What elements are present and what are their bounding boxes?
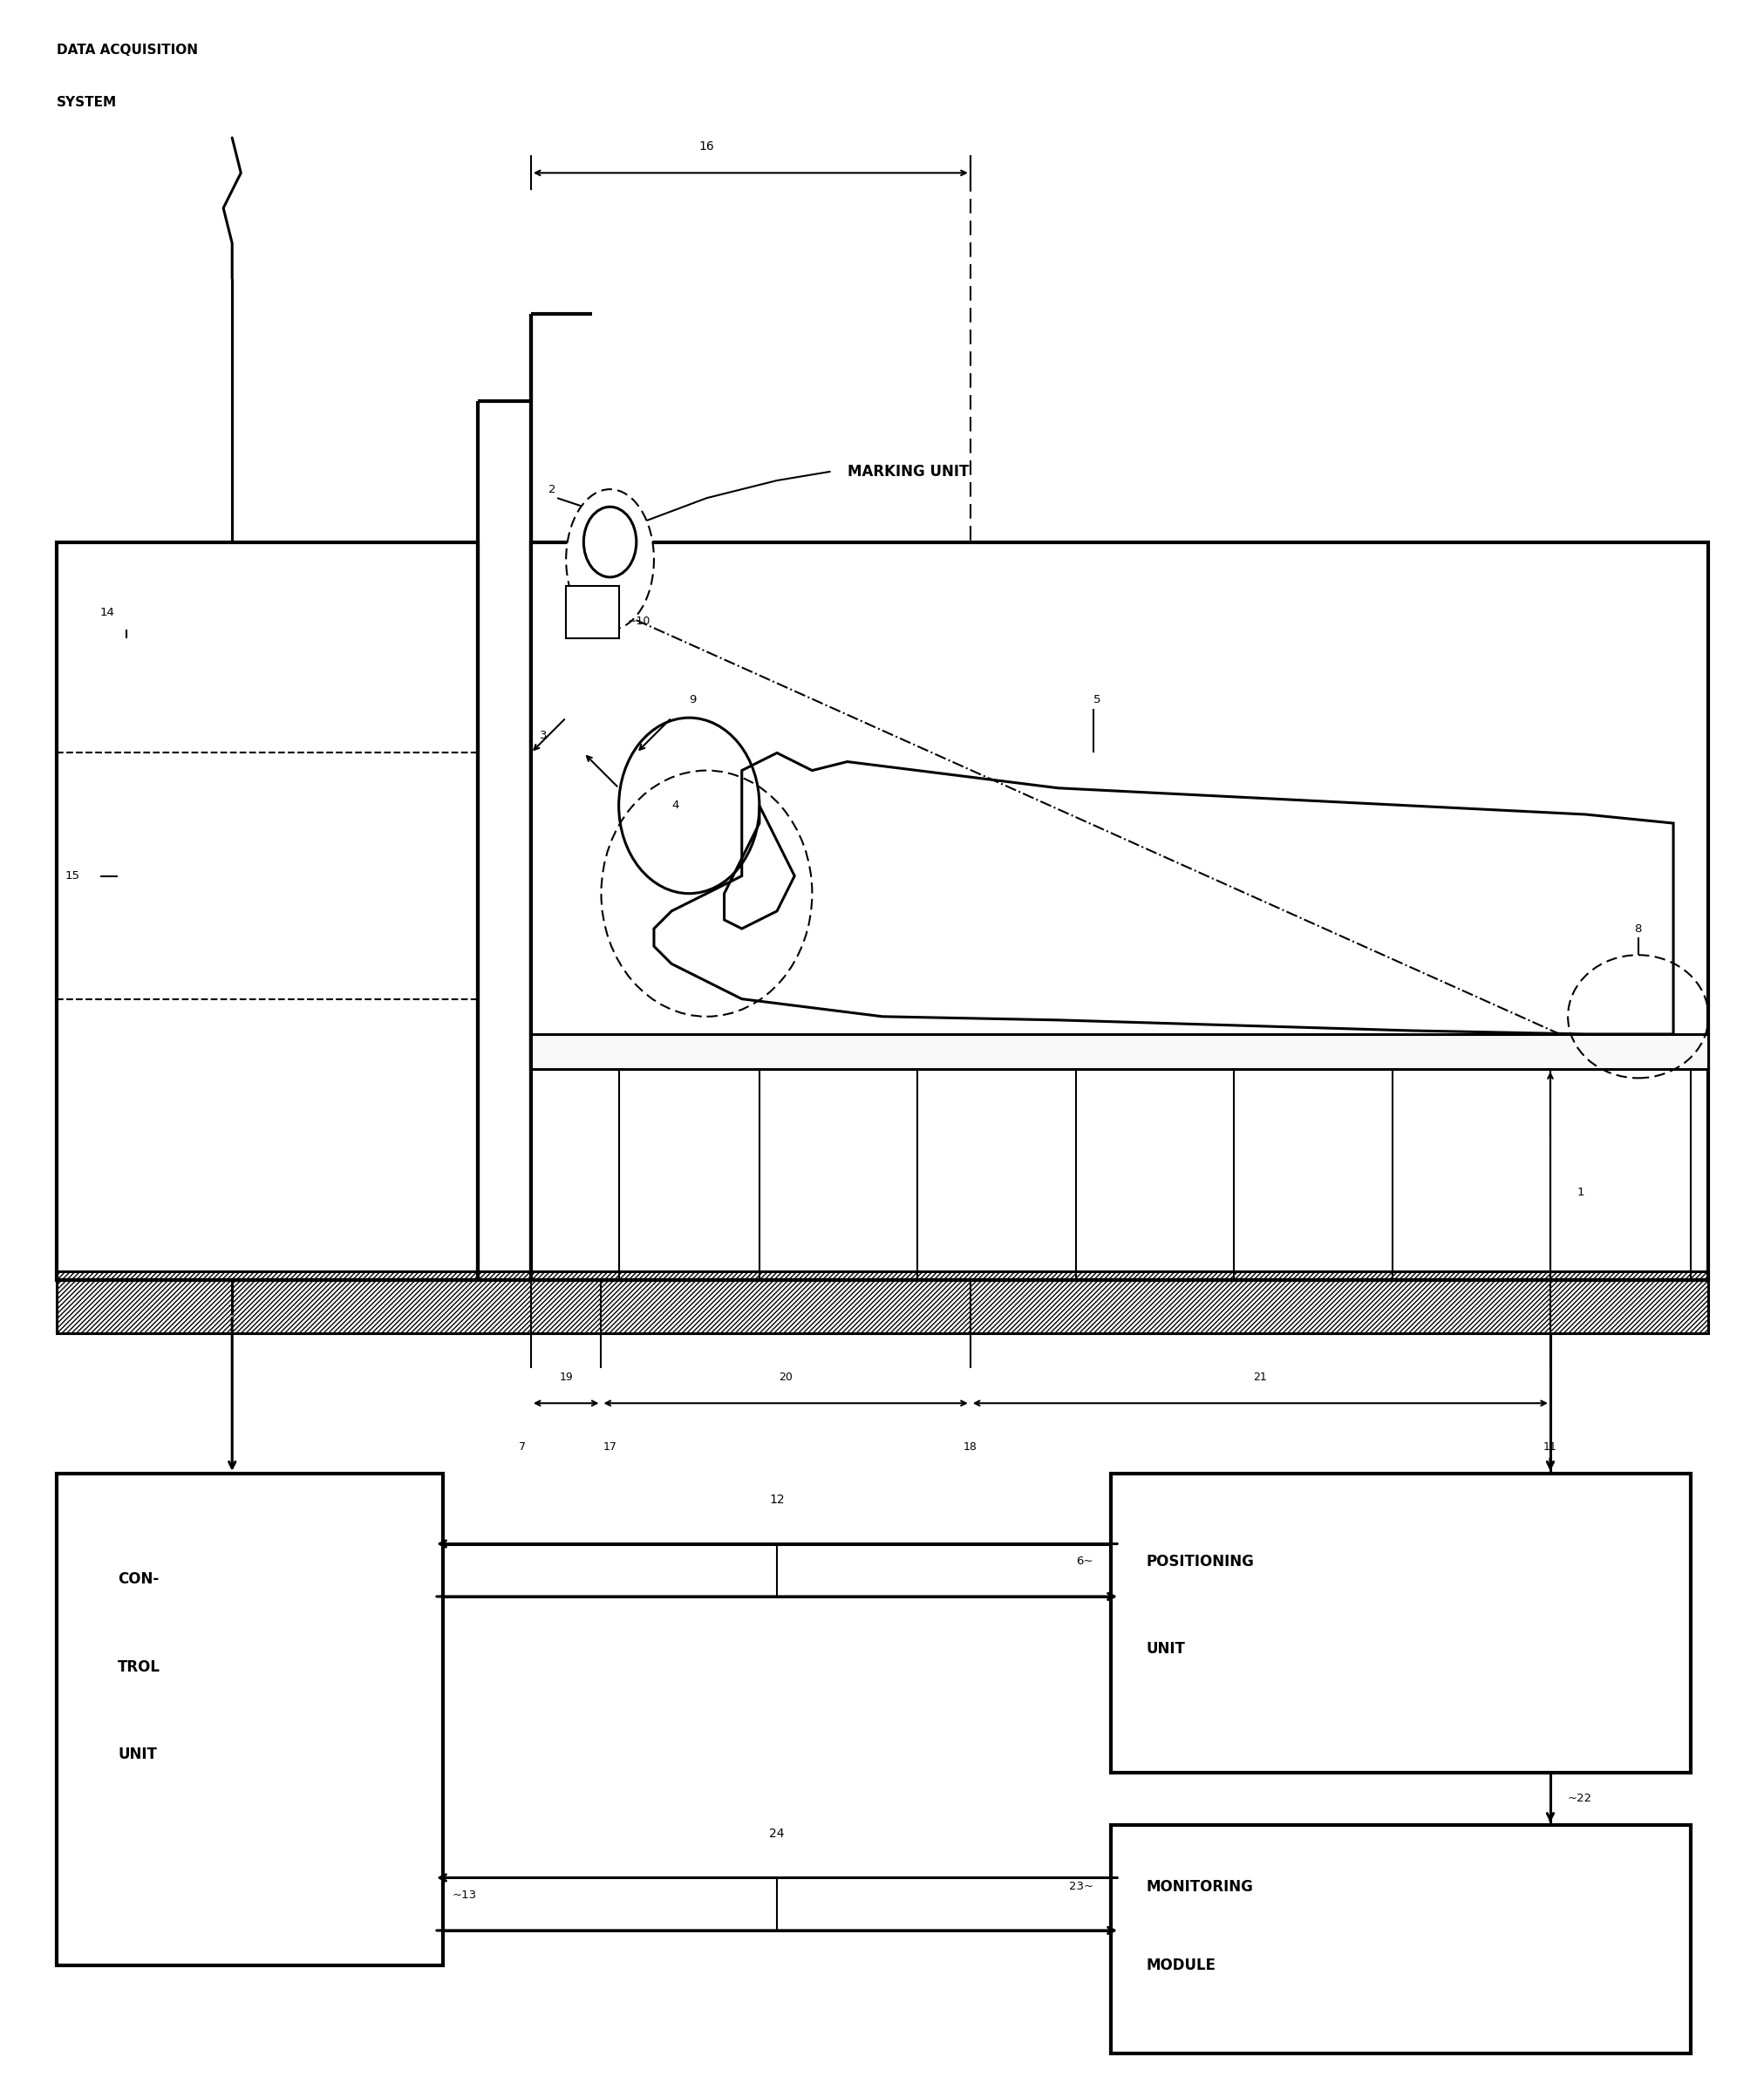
Text: 4: 4 [670, 800, 679, 812]
Text: POSITIONING: POSITIONING [1145, 1554, 1254, 1570]
Text: 11: 11 [1544, 1441, 1556, 1452]
Text: ~22: ~22 [1566, 1792, 1591, 1805]
Text: 6~: 6~ [1076, 1556, 1094, 1566]
Text: MONITORING: MONITORING [1145, 1880, 1252, 1894]
Text: 15: 15 [65, 870, 79, 881]
Text: 18: 18 [963, 1441, 977, 1452]
Text: UNIT: UNIT [118, 1747, 157, 1763]
Bar [56, 542, 478, 1279]
Bar [56, 1271, 1708, 1333]
Text: 23~: 23~ [1069, 1882, 1094, 1892]
Text: 3: 3 [540, 729, 547, 741]
Text: ~10: ~10 [628, 615, 651, 627]
Ellipse shape [566, 490, 654, 629]
Text: MARKING UNIT: MARKING UNIT [847, 463, 968, 480]
Text: 21: 21 [1252, 1371, 1267, 1383]
Text: 20: 20 [778, 1371, 792, 1383]
Text: 24: 24 [769, 1828, 785, 1840]
Text: 14: 14 [101, 606, 115, 619]
Text: DATA ACQUISITION: DATA ACQUISITION [56, 44, 198, 56]
Bar [56, 1473, 443, 1965]
Text: 2: 2 [549, 484, 556, 494]
Bar [1110, 1473, 1690, 1772]
Text: 8: 8 [1633, 922, 1641, 935]
Text: 16: 16 [699, 141, 714, 152]
Text: SYSTEM: SYSTEM [56, 96, 116, 110]
Text: 12: 12 [769, 1493, 785, 1506]
Text: 5: 5 [1094, 694, 1101, 706]
Text: TROL: TROL [118, 1660, 161, 1674]
Text: 7: 7 [519, 1441, 526, 1452]
Bar [531, 1034, 1708, 1070]
Bar [1110, 1826, 1690, 2054]
Text: MODULE: MODULE [1145, 1959, 1215, 1973]
Bar [566, 586, 619, 638]
Text: 1: 1 [1575, 1186, 1584, 1198]
Text: 9: 9 [688, 694, 697, 706]
Text: 17: 17 [603, 1441, 617, 1452]
Text: CON-: CON- [118, 1570, 159, 1587]
Text: 19: 19 [559, 1371, 573, 1383]
Bar [531, 542, 1708, 1279]
Text: UNIT: UNIT [1145, 1641, 1185, 1657]
Text: ~13: ~13 [452, 1890, 476, 1900]
